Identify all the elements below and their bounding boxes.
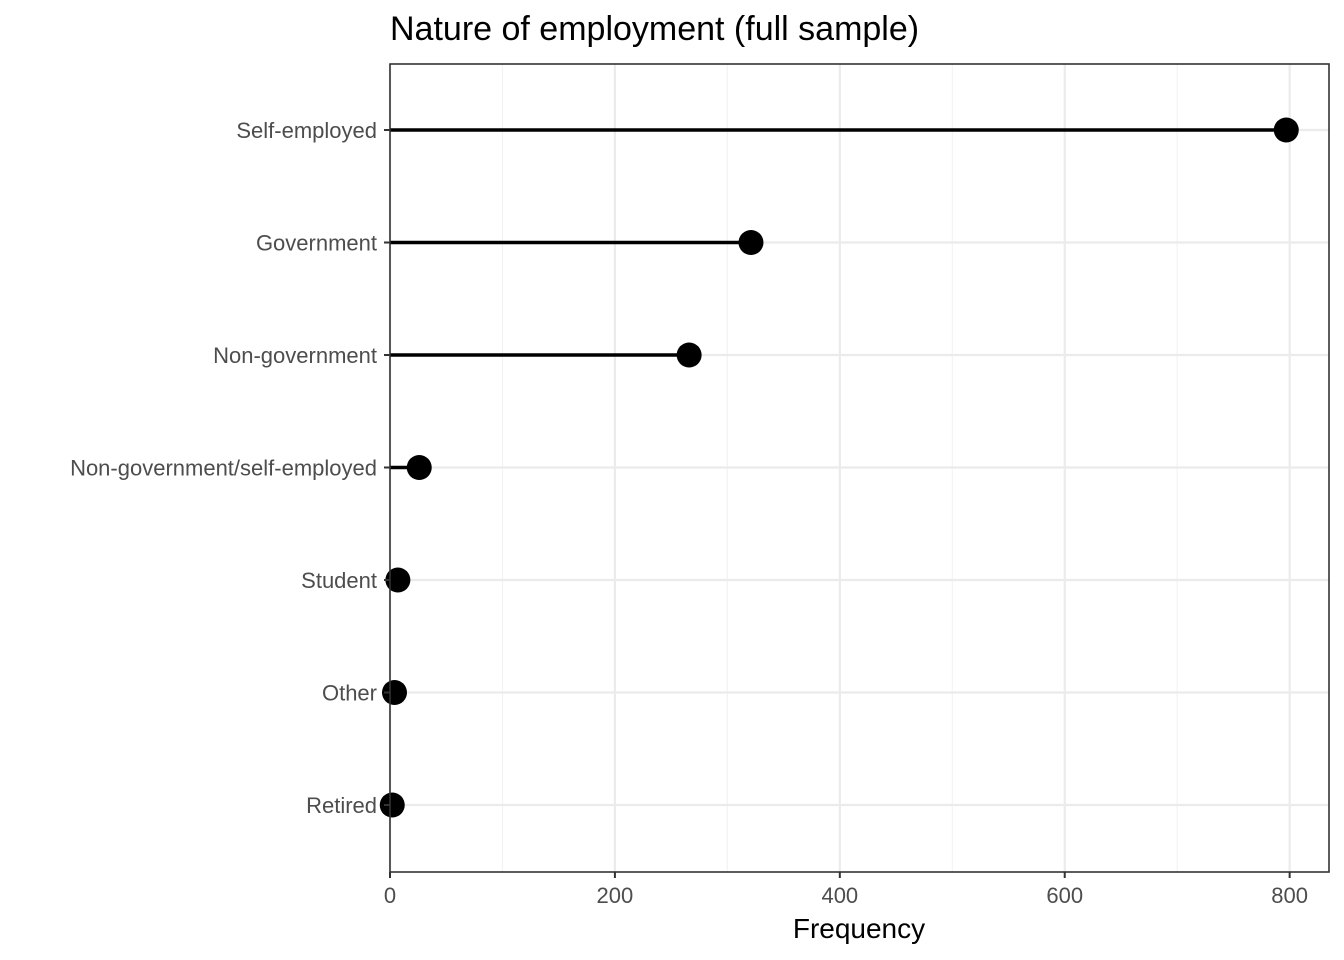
y-tick-label: Government <box>256 231 377 256</box>
y-tick-label: Non-government <box>213 343 377 368</box>
chart-title: Nature of employment (full sample) <box>390 10 919 48</box>
y-tick-label: Student <box>301 568 377 593</box>
gridlines <box>388 64 1329 872</box>
lollipop-dots <box>379 117 1299 818</box>
x-tick-label: 800 <box>1271 883 1308 908</box>
lollipop-dot <box>676 342 702 368</box>
y-tick-label: Self-employed <box>236 118 377 143</box>
lollipop-dot <box>381 680 407 705</box>
lollipop-dot <box>379 792 405 818</box>
lollipop-dot <box>385 567 411 593</box>
y-tick-label: Non-government/self-employed <box>70 456 377 481</box>
x-axis: 0 200 400 600 800 <box>384 872 1308 908</box>
y-axis: Self-employed Government Non-government Non… <box>70 118 390 818</box>
x-axis-title: Frequency <box>793 913 925 944</box>
x-tick-label: 200 <box>597 883 634 908</box>
y-tick-label: Other <box>322 681 377 706</box>
lollipop-dot <box>1273 117 1299 143</box>
lollipop-dot <box>738 230 764 255</box>
x-tick-label: 0 <box>384 883 396 908</box>
y-tick-label: Retired <box>306 793 377 818</box>
x-tick-label: 600 <box>1046 883 1083 908</box>
x-tick-label: 400 <box>821 883 858 908</box>
lollipop-dot <box>406 455 432 480</box>
